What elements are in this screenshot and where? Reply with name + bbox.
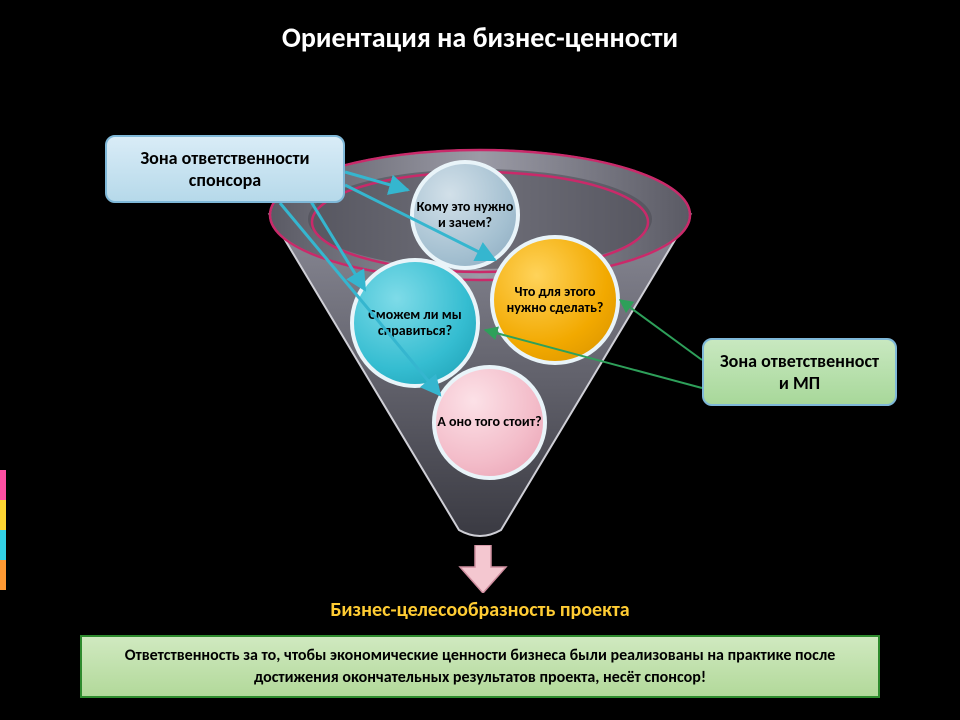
slide-title: Ориентация на бизнес-ценности <box>0 20 960 55</box>
side-color-strip <box>0 470 6 590</box>
circle-worth-it: А оно того стоит? <box>432 365 547 480</box>
callout-sponsor-zone: Зона ответственности спонсора <box>105 135 345 203</box>
conclusion-box: Ответственность за то, чтобы экономическ… <box>80 635 880 698</box>
subtitle: Бизнес-целесообразность проекта <box>0 598 960 622</box>
circle-what-to-do: Что для этого нужно сделать? <box>490 235 620 365</box>
circle-can-we: Сможем ли мы справиться? <box>350 258 480 388</box>
arrow-down-icon <box>458 545 508 593</box>
circle-who-needs: Кому это нужно и зачем? <box>410 160 520 270</box>
callout-mp-zone: Зона ответственност и МП <box>702 338 897 406</box>
